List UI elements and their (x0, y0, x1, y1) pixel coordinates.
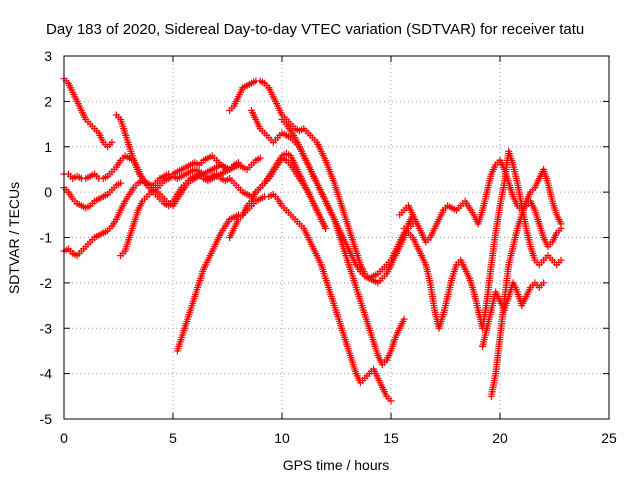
data-series-15 (479, 279, 548, 350)
data-point (322, 224, 330, 232)
x-tick-label: 10 (274, 430, 290, 446)
data-point (557, 220, 565, 228)
data-point (400, 315, 408, 323)
x-tick-label: 25 (601, 430, 617, 446)
data-point (387, 397, 395, 405)
x-tick-label: 0 (60, 430, 68, 446)
plot-frame (63, 55, 610, 420)
y-tick-label: 2 (44, 93, 52, 109)
data-point (117, 179, 125, 187)
y-tick-label: 3 (44, 48, 52, 64)
data-point (557, 256, 565, 264)
y-tick-label: -4 (40, 366, 53, 382)
data-series-9 (226, 77, 417, 282)
y-tick-label: 0 (44, 184, 52, 200)
data-series-3 (60, 179, 125, 212)
data-point (540, 279, 548, 287)
data-series-8 (226, 150, 330, 241)
data-series-7 (173, 190, 395, 405)
y-tick-label: -2 (40, 275, 53, 291)
data-series-11 (278, 116, 417, 287)
data-series-1 (60, 75, 116, 151)
data-series-5 (112, 111, 264, 210)
data-series-13 (400, 147, 565, 332)
x-tick-label: 20 (492, 430, 508, 446)
data-point (256, 154, 264, 162)
data-points (60, 75, 565, 405)
data-series-10 (247, 106, 408, 369)
y-tick-label: -1 (40, 230, 53, 246)
data-point (108, 138, 116, 146)
x-axis-label: GPS time / hours (283, 457, 390, 473)
y-tick-label: 1 (44, 139, 52, 155)
x-tick-label: 15 (383, 430, 399, 446)
chart-title: Day 183 of 2020, Sidereal Day-to-day VTE… (46, 21, 584, 38)
data-series-12 (396, 156, 565, 251)
y-axis-label: SDTVAR / TECUs (6, 182, 22, 294)
y-tick-label: -3 (40, 320, 53, 336)
y-tick-label: -5 (40, 411, 53, 427)
x-tick-label: 5 (169, 430, 177, 446)
